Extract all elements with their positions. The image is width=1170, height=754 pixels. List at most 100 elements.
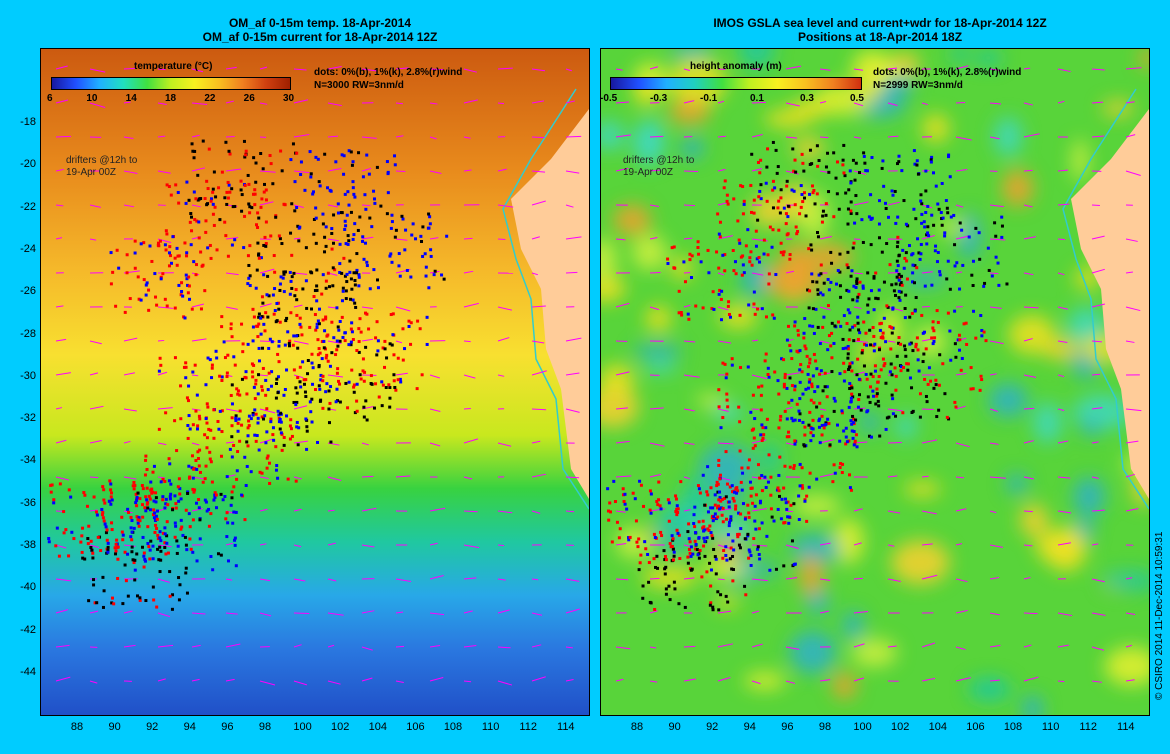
drifter-dot xyxy=(109,251,113,255)
drifter-dot xyxy=(672,554,676,558)
current-vector xyxy=(123,372,135,376)
current-vector xyxy=(497,306,512,311)
drifter-dot xyxy=(768,568,772,572)
drifter-dot xyxy=(786,324,790,328)
current-vector xyxy=(191,374,199,377)
drifter-dot xyxy=(213,491,217,495)
drifter-dot xyxy=(179,417,183,421)
current-vector xyxy=(1125,306,1141,312)
drifter-dot xyxy=(294,403,298,407)
drifter-dot xyxy=(227,559,231,563)
current-vector xyxy=(361,338,374,342)
drifter-dot xyxy=(903,348,907,352)
current-vector xyxy=(429,677,444,682)
drifter-dot xyxy=(226,353,230,357)
drifter-dot xyxy=(792,169,796,173)
drifter-dot xyxy=(221,498,225,502)
drifter-dot xyxy=(659,507,663,511)
drifter-dot xyxy=(958,348,962,352)
drifter-dot xyxy=(197,506,201,510)
drifter-dot xyxy=(933,249,937,253)
drifter-dot xyxy=(114,549,118,553)
drifter-dot xyxy=(949,358,953,362)
current-vector xyxy=(327,204,339,208)
drifter-dot xyxy=(917,251,921,255)
drifter-dot xyxy=(752,302,756,306)
drifter-dot xyxy=(826,417,830,421)
drifter-dot xyxy=(251,375,255,379)
drifter-dot xyxy=(878,434,882,438)
drifter-dot xyxy=(840,471,844,475)
drifter-dot xyxy=(897,254,901,258)
drifter-dot xyxy=(109,488,113,492)
drifter-dot xyxy=(309,175,313,179)
drifter-dot xyxy=(862,320,866,324)
drifter-dot xyxy=(724,553,728,557)
drifter-dot xyxy=(827,288,831,292)
drifter-dot xyxy=(607,518,611,522)
drifter-dot xyxy=(768,225,772,229)
drifter-dot xyxy=(211,190,215,194)
current-vector xyxy=(819,236,832,240)
drifter-dot xyxy=(207,524,211,528)
drifter-dot xyxy=(296,346,300,350)
drifter-dot xyxy=(428,215,432,219)
current-vector xyxy=(259,268,275,274)
drifter-dot xyxy=(198,417,202,421)
drifter-dot xyxy=(881,159,885,163)
drifter-dot xyxy=(411,222,415,226)
drifter-dot xyxy=(886,305,890,309)
drifter-dot xyxy=(1000,235,1004,239)
drifter-dot xyxy=(146,541,150,545)
drifter-dot xyxy=(353,283,357,287)
drifter-dot xyxy=(808,289,812,293)
drifter-dot xyxy=(719,318,723,322)
drifter-dot xyxy=(718,490,722,494)
drifter-dot xyxy=(185,591,189,595)
drifter-dot xyxy=(324,315,328,319)
drifter-dot xyxy=(818,417,822,421)
drifter-dot xyxy=(721,556,725,560)
drifter-dot xyxy=(783,372,787,376)
drifter-dot xyxy=(693,525,697,529)
drifter-dot xyxy=(894,388,898,392)
drifter-dot xyxy=(179,518,183,522)
drifter-dot xyxy=(272,438,276,442)
drifter-dot xyxy=(933,336,937,340)
drifter-dot xyxy=(285,368,289,372)
current-vector xyxy=(395,611,404,614)
drifter-dot xyxy=(177,283,181,287)
drifter-dot xyxy=(105,538,109,542)
drifter-dot xyxy=(247,263,251,267)
drifter-dot xyxy=(857,393,861,397)
right-map[interactable] xyxy=(600,48,1150,716)
drifter-dot xyxy=(783,497,787,501)
drifter-dot xyxy=(132,480,136,484)
drifter-dot xyxy=(152,499,156,503)
drifter-dot xyxy=(142,565,146,569)
current-vector xyxy=(497,510,513,514)
current-vector xyxy=(191,612,206,615)
drifter-dot xyxy=(362,257,366,261)
current-vector xyxy=(1091,340,1102,343)
drifter-dot xyxy=(351,186,355,190)
drifter-dot xyxy=(664,558,668,562)
left-map[interactable] xyxy=(40,48,590,716)
drifter-dot xyxy=(246,434,250,438)
drifter-dot xyxy=(759,183,763,187)
drifter-dot xyxy=(977,231,981,235)
drifter-dot xyxy=(243,455,247,459)
drifter-dot xyxy=(970,273,974,277)
drifter-dot xyxy=(260,415,264,419)
drifter-dot xyxy=(897,272,901,276)
drifter-dot xyxy=(394,228,398,232)
current-vector xyxy=(615,68,623,71)
drifter-dot xyxy=(904,251,908,255)
drifter-dot xyxy=(143,506,147,510)
drifter-dot xyxy=(911,263,915,267)
drifter-dot xyxy=(804,347,808,351)
drifter-dot xyxy=(420,240,424,244)
drifter-dot xyxy=(740,488,744,492)
current-vector xyxy=(225,643,241,648)
drifter-dot xyxy=(711,608,715,612)
